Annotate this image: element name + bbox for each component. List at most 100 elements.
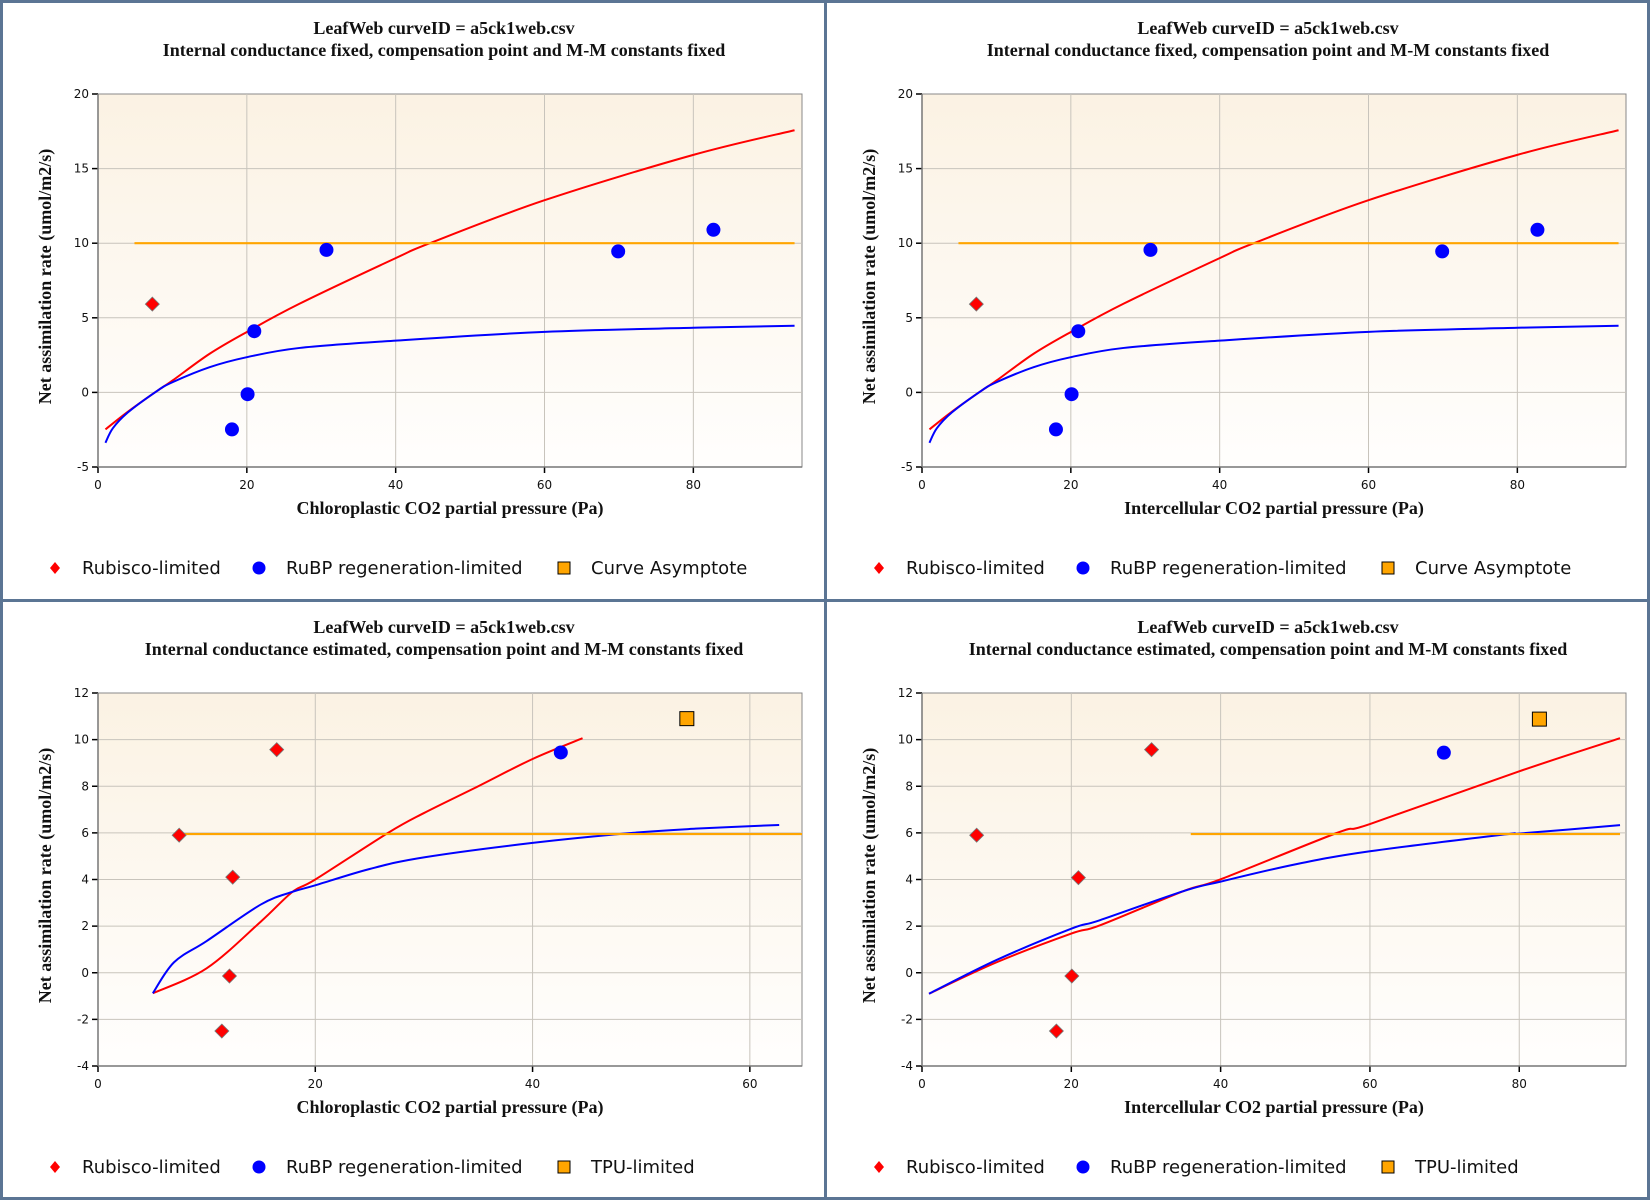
rubp-point [240, 387, 255, 402]
x-tick-label: 0 [918, 478, 926, 492]
rubp-point [1064, 387, 1079, 402]
legend-item: Rubisco-limited [50, 558, 221, 579]
rubp-fit-line [104, 324, 795, 444]
series-lines [928, 129, 1619, 444]
y-tick-label: 0 [81, 385, 89, 399]
y-tick-label: 12 [74, 686, 89, 700]
diamond-icon [874, 562, 884, 574]
rubp-point [1436, 745, 1451, 760]
y-axis-label: Net assimilation rate (umol/m2/s) [35, 748, 56, 1003]
rubp-point [553, 745, 568, 760]
legend-label: Curve Asymptote [1415, 558, 1571, 579]
x-axis-label: Chloroplastic CO2 partial pressure (Pa) [297, 1097, 604, 1118]
rubisco-point [1143, 742, 1160, 758]
grid: 0 20 40 60 -4 -2 0 2 4 6 8 10 12 [74, 686, 802, 1091]
legend-label: RuBP regeneration-limited [1110, 558, 1347, 579]
legend-item: Curve Asymptote [1381, 558, 1571, 579]
plot-area [97, 93, 803, 468]
y-tick-label: 2 [81, 919, 89, 933]
tpu-point [679, 711, 695, 727]
rubisco-point [1048, 1023, 1064, 1039]
y-tick-label: 2 [905, 919, 913, 933]
y-tick-label: 10 [74, 733, 89, 747]
legend-item: Rubisco-limited [874, 558, 1045, 579]
chart-panel-bottom-right: LeafWeb curveID = a5ck1web.csv Internal c… [827, 602, 1647, 1197]
chart-panel-top-left: LeafWeb curveID = a5ck1web.csv Internal c… [3, 3, 824, 599]
plot-area [921, 93, 1627, 468]
square-icon [557, 561, 571, 575]
rubisco-point [144, 296, 160, 312]
rubp-point [611, 244, 626, 259]
rubisco-point [171, 827, 187, 843]
legend: Rubisco-limited RuBP regeneration-limited… [50, 558, 747, 579]
rubp-point [706, 222, 721, 237]
chart-subtitle: Internal conductance estimated, compensa… [969, 639, 1568, 659]
y-tick-label: 8 [81, 779, 89, 793]
rubisco-fit-line [928, 737, 1621, 995]
circle-icon [1076, 1160, 1090, 1174]
y-tick-label: 0 [905, 385, 913, 399]
x-tick-label: 0 [94, 478, 102, 492]
x-tick-label: 40 [1212, 478, 1227, 492]
legend-item: Rubisco-limited [874, 1157, 1045, 1178]
y-tick-label: 15 [898, 162, 913, 176]
y-tick-label: 6 [81, 826, 89, 840]
rubp-point [1530, 222, 1545, 237]
legend-item: RuBP regeneration-limited [252, 558, 523, 579]
x-tick-label: 40 [1213, 1077, 1228, 1091]
rubp-point [1143, 242, 1158, 257]
y-tick-label: 8 [905, 779, 913, 793]
y-tick-label: -4 [901, 1059, 913, 1073]
x-tick-label: 60 [1362, 1077, 1377, 1091]
legend-item: TPU-limited [1381, 1157, 1519, 1178]
y-tick-label: 6 [905, 826, 913, 840]
y-tick-label: 10 [898, 236, 913, 250]
rubisco-point [221, 968, 238, 984]
chart-title: LeafWeb curveID = a5ck1web.csv [313, 18, 574, 38]
x-axis-label: Intercellular CO2 partial pressure (Pa) [1124, 1097, 1424, 1118]
circle-icon [1076, 561, 1090, 575]
legend-label: TPU-limited [1414, 1157, 1519, 1178]
y-tick-label: 4 [81, 873, 89, 887]
data-points [968, 222, 1545, 437]
chart-subtitle: Internal conductance fixed, compensation… [163, 40, 726, 60]
rubp-point [1071, 324, 1086, 339]
y-tick-label: -5 [901, 460, 913, 474]
x-tick-label: 40 [525, 1077, 540, 1091]
y-tick-label: -2 [77, 1012, 89, 1026]
legend: Rubisco-limited RuBP regeneration-limited… [874, 558, 1571, 579]
y-tick-label: 0 [81, 966, 89, 980]
x-tick-label: 80 [686, 478, 701, 492]
x-tick-label: 0 [918, 1077, 926, 1091]
rubisco-point [269, 742, 285, 758]
legend-item: Curve Asymptote [557, 558, 747, 579]
circle-icon [252, 561, 266, 575]
legend-item: RuBP regeneration-limited [252, 1157, 523, 1178]
chart-title: LeafWeb curveID = a5ck1web.csv [1137, 617, 1398, 637]
rubp-point [224, 422, 239, 437]
rubp-point [319, 242, 334, 257]
legend: Rubisco-limited RuBP regeneration-limited… [50, 1157, 695, 1178]
square-icon [557, 1160, 571, 1174]
square-icon [1381, 561, 1395, 575]
series-lines [928, 737, 1621, 995]
y-tick-label: 5 [905, 311, 913, 325]
y-tick-label: 5 [81, 311, 89, 325]
data-points [171, 711, 695, 1039]
rubp-point [247, 324, 262, 339]
chart-panel-bottom-left: LeafWeb curveID = a5ck1web.csv Internal c… [3, 602, 824, 1197]
chart-title: LeafWeb curveID = a5ck1web.csv [1137, 18, 1398, 38]
diamond-icon [50, 1161, 60, 1173]
legend-item: RuBP regeneration-limited [1076, 1157, 1347, 1178]
rubp-point [1048, 422, 1063, 437]
y-tick-label: -2 [901, 1012, 913, 1026]
legend-label: RuBP regeneration-limited [286, 558, 523, 579]
chart-subtitle: Internal conductance fixed, compensation… [987, 40, 1550, 60]
y-tick-label: 20 [74, 87, 89, 101]
y-tick-label: 10 [74, 236, 89, 250]
square-icon [1381, 1160, 1395, 1174]
y-tick-label: 12 [898, 686, 913, 700]
